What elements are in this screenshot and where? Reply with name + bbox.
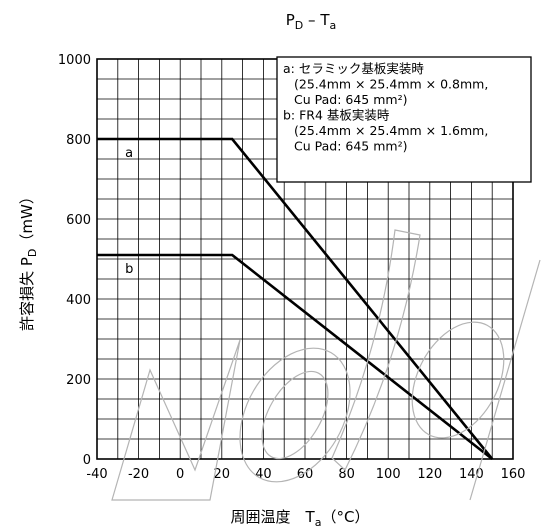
series-layer (97, 137, 494, 461)
x-tick-label: -20 (128, 467, 149, 482)
x-tick-label: 100 (376, 467, 401, 482)
watermark (111, 229, 541, 501)
x-tick-label: -40 (86, 467, 107, 482)
y-axis-label: 許容損失 PD（mW） (18, 189, 39, 331)
x-tick-label: 40 (255, 467, 272, 482)
legend-box (276, 56, 532, 183)
tick-labels: -40 -20 0 20 40 60 80 100 120 140 160 0 200 400 600 800… (58, 53, 526, 482)
series-labels: ab (125, 146, 133, 277)
x-tick-label: 140 (459, 467, 484, 482)
legend-line-b: b: FR4 基板実装時 (283, 108, 390, 123)
series-label-b: b (125, 262, 133, 277)
x-tick-label: 20 (214, 467, 231, 482)
x-tick-label: 0 (176, 467, 184, 482)
x-tick-label: 80 (338, 467, 355, 482)
series-line-a (97, 137, 494, 460)
legend: a: セラミック基板実装時(25.4mm × 25.4mm × 0.8mm,Cu… (283, 61, 488, 154)
y-tick-label: 0 (83, 453, 91, 468)
x-tick-label: 120 (417, 467, 442, 482)
y-tick-label: 600 (66, 213, 91, 228)
y-tick-label: 200 (66, 373, 91, 388)
series-line-b (97, 253, 494, 461)
legend-line-a: (25.4mm × 25.4mm × 0.8mm, (294, 77, 488, 92)
x-tick-label: 160 (501, 467, 526, 482)
y-tick-label: 1000 (58, 53, 91, 68)
legend-line-a: Cu Pad: 645 mm²) (294, 92, 407, 107)
chart-title: PD – Ta (286, 11, 336, 32)
legend-line-b: Cu Pad: 645 mm²) (294, 139, 407, 154)
y-tick-label: 400 (66, 293, 91, 308)
legend-line-a: a: セラミック基板実装時 (283, 61, 424, 76)
y-tick-label: 800 (66, 133, 91, 148)
x-tick-label: 60 (297, 467, 314, 482)
series-label-a: a (125, 146, 133, 161)
x-axis-label: 周囲温度 Ta（°C） (231, 508, 370, 529)
legend-line-b: (25.4mm × 25.4mm × 1.6mm, (294, 123, 488, 138)
